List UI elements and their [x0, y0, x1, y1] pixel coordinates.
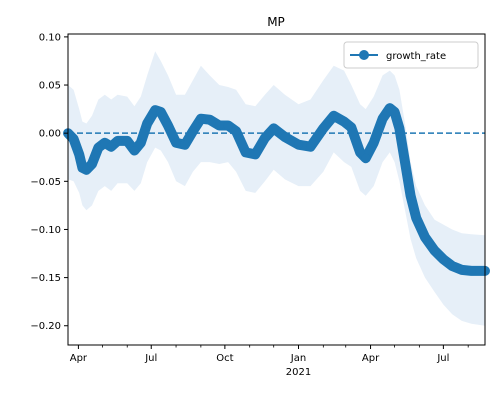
- data-point: [411, 213, 421, 223]
- data-point: [223, 121, 233, 130]
- y-tick-label: 0.05: [39, 81, 61, 92]
- data-point: [142, 119, 152, 128]
- plot-area-frame: [67, 33, 486, 346]
- data-point: [390, 107, 400, 117]
- x-year-label: 2021: [286, 367, 311, 378]
- data-point: [113, 136, 123, 146]
- x-tick-label: Jul: [436, 353, 449, 364]
- legend-box: [343, 41, 479, 69]
- x-tick-label: Apr: [362, 353, 380, 364]
- y-tick-label: −0.05: [30, 177, 61, 188]
- series-layer: [63, 103, 490, 276]
- data-point: [260, 133, 270, 143]
- y-tick-label: −0.20: [30, 321, 61, 332]
- legend-marker: [359, 50, 369, 60]
- data-point: [346, 122, 356, 132]
- x-tick-label: Oct: [216, 353, 233, 364]
- data-point: [122, 136, 132, 146]
- data-point: [188, 126, 198, 136]
- data-point: [294, 140, 303, 150]
- data-point: [81, 165, 91, 175]
- data-point: [87, 159, 97, 169]
- data-point: [214, 121, 224, 130]
- data-point: [420, 232, 430, 242]
- data-point: [241, 147, 251, 157]
- data-point: [406, 191, 416, 201]
- data-point: [269, 123, 279, 133]
- data-point: [466, 266, 476, 276]
- data-point: [339, 117, 349, 127]
- data-point: [93, 143, 103, 153]
- x-tick-label: Jan: [290, 353, 306, 364]
- data-point: [369, 138, 379, 148]
- data-point: [171, 138, 181, 148]
- data-point: [378, 114, 388, 124]
- data-point: [457, 265, 467, 275]
- data-point: [69, 134, 79, 144]
- data-point: [306, 142, 315, 152]
- y-tick-label: −0.15: [30, 273, 61, 284]
- data-point: [196, 114, 206, 124]
- chart-title: MP: [267, 15, 285, 29]
- data-point: [280, 132, 290, 142]
- data-point: [231, 126, 241, 136]
- data-point: [163, 121, 173, 130]
- axes-layer: −0.20 −0.15 −0.10 −0.05 0.00 0.05 0.10 Apr Jul Oc…: [30, 32, 486, 378]
- data-point: [250, 149, 260, 159]
- data-point: [355, 147, 365, 157]
- data-point: [205, 115, 215, 125]
- data-point: [106, 142, 116, 152]
- data-point: [74, 149, 84, 159]
- y-tick-label: 0.00: [39, 129, 61, 140]
- data-point: [430, 246, 440, 256]
- data-point: [394, 123, 404, 133]
- y-tick-label: 0.10: [39, 32, 61, 43]
- data-point: [136, 138, 146, 148]
- legend-label: growth_rate: [386, 51, 446, 62]
- data-point: [400, 157, 410, 167]
- x-tick-label: Jul: [144, 353, 157, 364]
- data-point: [438, 254, 448, 264]
- data-point: [447, 261, 457, 271]
- legend: growth_rate: [343, 41, 479, 69]
- data-point: [180, 140, 190, 150]
- data-point: [129, 146, 139, 155]
- x-tick-label: Apr: [70, 353, 88, 364]
- data-point: [318, 123, 328, 133]
- data-point: [156, 107, 166, 117]
- data-point: [361, 153, 371, 163]
- y-tick-label: −0.10: [30, 225, 61, 236]
- data-point: [329, 111, 339, 121]
